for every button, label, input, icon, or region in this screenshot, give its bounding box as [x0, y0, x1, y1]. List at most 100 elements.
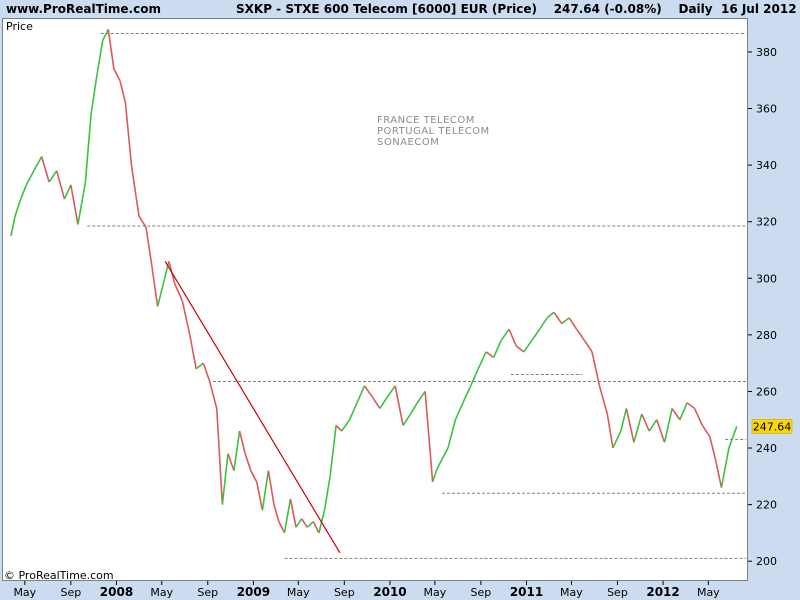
price-segment — [145, 227, 153, 268]
price-segment — [435, 458, 443, 472]
price-segment — [591, 351, 601, 386]
price-segment — [295, 518, 303, 528]
annotation-france-telecom: FRANCE TELECOM — [377, 115, 475, 126]
price-segment — [431, 470, 438, 483]
x-tick-label: Sep — [197, 586, 218, 599]
chart-header: www.ProRealTime.com SXKP - STXE 600 Tele… — [0, 0, 800, 18]
price-segment — [714, 459, 723, 488]
price-segment — [686, 402, 695, 410]
price-segment — [33, 156, 43, 172]
price-segment — [335, 424, 343, 432]
price-segment — [679, 402, 688, 421]
price-segment — [655, 419, 666, 443]
price-segment — [113, 68, 121, 81]
price-segment — [151, 266, 159, 307]
trendline — [164, 260, 341, 554]
price-segment — [289, 498, 297, 528]
price-segment — [515, 345, 525, 353]
price-segment — [138, 215, 147, 228]
instrument-title: SXKP - STXE 600 Telecom [6000] EUR (Pric… — [236, 2, 537, 16]
price-segment — [301, 518, 308, 528]
annotation-block: FRANCE TELECOM PORTUGAL TELECOM SONAECOM — [377, 115, 490, 148]
y-tick-label: 380 — [756, 46, 777, 59]
price-segment — [312, 521, 320, 534]
x-tick-label: May — [423, 586, 446, 599]
price-segment — [329, 425, 337, 477]
x-tick-label: Sep — [60, 586, 81, 599]
y-tick-label: 220 — [756, 499, 777, 512]
price-segment — [238, 430, 246, 454]
y-tick-label: 340 — [756, 159, 777, 172]
price-segment — [323, 476, 331, 511]
price-segment — [441, 447, 449, 460]
price-segment — [174, 283, 184, 302]
price-change: 247.64 (-0.08%) — [553, 2, 662, 16]
price-segment — [641, 413, 650, 432]
price-segment — [561, 317, 570, 325]
price-segment — [477, 351, 487, 370]
x-tick-label: 2011 — [510, 585, 543, 599]
x-tick-label: Sep — [334, 586, 355, 599]
price-segment — [195, 362, 204, 370]
x-tick-label: Sep — [607, 586, 628, 599]
x-tick-label: May — [150, 586, 173, 599]
date-label: 16 Jul 2012 — [720, 2, 797, 16]
price-segment — [612, 430, 622, 449]
price-segment — [356, 385, 366, 404]
price-segment — [273, 504, 280, 522]
price-segment — [19, 184, 28, 200]
price-segment — [424, 391, 434, 483]
price-segment — [278, 521, 286, 534]
price-segment — [14, 198, 22, 217]
x-tick-label: 2010 — [373, 585, 406, 599]
price-segment — [606, 413, 614, 449]
annotation-portugal-telecom: PORTUGAL TELECOM — [377, 126, 490, 137]
price-segment — [202, 362, 211, 381]
y-tick-label: 240 — [756, 442, 777, 455]
price-segment — [720, 447, 730, 488]
price-segment — [283, 498, 292, 534]
price-segment — [363, 385, 374, 398]
y-tick-label: 280 — [756, 329, 777, 342]
x-tick-label: May — [697, 586, 720, 599]
site-url[interactable]: www.ProRealTime.com — [6, 2, 161, 16]
price-segment — [625, 408, 635, 443]
price-segment — [470, 368, 479, 387]
price-segment — [663, 408, 673, 443]
price-segment — [402, 413, 412, 426]
price-segment — [416, 390, 426, 404]
price-segment — [620, 408, 628, 432]
price-segment — [568, 317, 578, 330]
price-segment — [55, 170, 66, 200]
price-segment — [96, 40, 104, 75]
price-segment — [255, 481, 264, 511]
y-tick-label: 260 — [756, 385, 777, 398]
price-segment — [119, 80, 127, 104]
y-tick-label: 320 — [756, 216, 777, 229]
x-tick-label: 2009 — [237, 585, 270, 599]
y-tick-label: 360 — [756, 103, 777, 116]
price-segment — [386, 385, 396, 398]
price-segment — [162, 261, 170, 285]
price-segment — [90, 74, 98, 115]
price-segment — [575, 328, 586, 341]
y-tick-label: 200 — [756, 555, 777, 568]
price-segment — [40, 156, 50, 183]
price-segment — [500, 328, 510, 341]
price-segment — [348, 402, 358, 421]
price-segment — [156, 283, 165, 307]
price-segment — [485, 351, 495, 359]
price-segment — [538, 317, 548, 330]
annotation-sonaecom: SONAECOM — [377, 137, 440, 148]
price-segment — [107, 29, 115, 70]
price-segment — [693, 408, 704, 426]
price-segment — [454, 402, 464, 421]
price-segment — [701, 424, 711, 438]
price-segment — [267, 470, 275, 505]
period-label: Daily — [678, 2, 713, 16]
price-segment — [598, 385, 609, 415]
price-segment — [648, 419, 658, 432]
price-segment — [233, 430, 241, 471]
